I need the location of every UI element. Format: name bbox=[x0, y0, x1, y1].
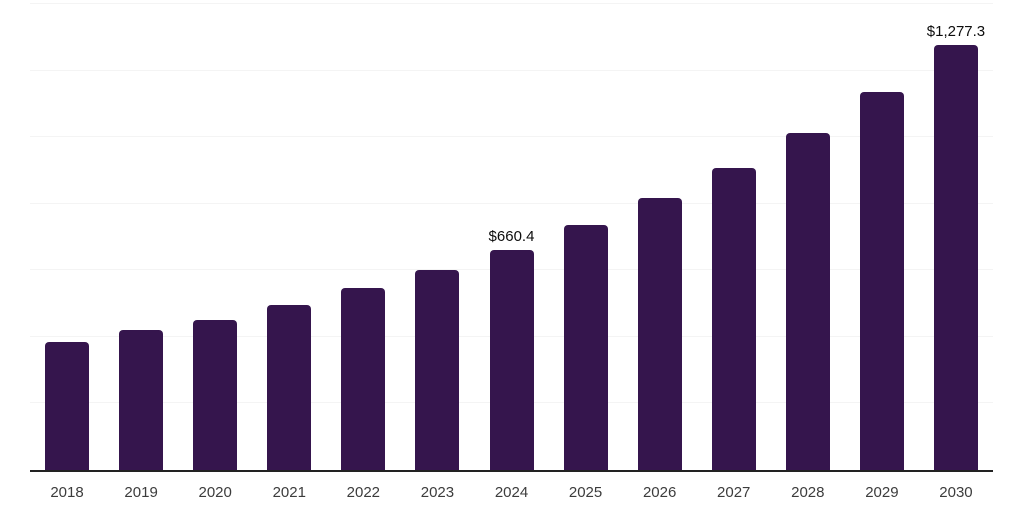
x-tick-label-2022: 2022 bbox=[346, 484, 381, 501]
bar-2019 bbox=[119, 330, 164, 470]
bar-2027 bbox=[711, 167, 756, 470]
gridline-800 bbox=[30, 202, 993, 204]
plot-area: $660.4 $1,277.3 bbox=[30, 0, 993, 470]
x-axis-tick-labels: 2018 2019 2020 2021 2022 2023 2024 2025 2026 2027… bbox=[0, 484, 1024, 504]
bar-2026 bbox=[637, 198, 682, 470]
bar-2021 bbox=[267, 304, 312, 470]
gridline-1000 bbox=[30, 136, 993, 138]
x-tick-label-2030: 2030 bbox=[939, 484, 973, 501]
bar-2028 bbox=[785, 132, 830, 470]
x-tick-label-2021: 2021 bbox=[272, 484, 306, 501]
x-tick-label-2020: 2020 bbox=[198, 484, 232, 501]
bar-2020 bbox=[193, 319, 238, 470]
bar-2022 bbox=[341, 287, 386, 470]
x-tick-label-2027: 2027 bbox=[717, 484, 751, 501]
x-tick-label-2023: 2023 bbox=[420, 484, 455, 501]
x-tick-label-2025: 2025 bbox=[568, 484, 603, 501]
bar-2018 bbox=[45, 341, 90, 470]
gridline-1400 bbox=[30, 3, 993, 4]
data-label-2030: $1,277.3 bbox=[926, 22, 986, 40]
x-tick-label-2029: 2029 bbox=[865, 484, 899, 501]
gridline-1200 bbox=[30, 69, 993, 71]
bar-2025 bbox=[563, 225, 608, 470]
x-axis-line bbox=[30, 470, 993, 472]
x-tick-label-2019: 2019 bbox=[124, 484, 158, 501]
bar-2023 bbox=[415, 269, 460, 470]
x-tick-label-2026: 2026 bbox=[642, 484, 677, 501]
bar-2024 bbox=[489, 250, 534, 470]
data-label-2024: $660.4 bbox=[488, 228, 535, 246]
x-tick-label-2028: 2028 bbox=[791, 484, 825, 501]
x-tick-label-2024: 2024 bbox=[494, 484, 529, 501]
x-tick-label-2018: 2018 bbox=[50, 484, 84, 501]
bar-2029 bbox=[859, 91, 904, 470]
bar-2030 bbox=[933, 44, 978, 470]
